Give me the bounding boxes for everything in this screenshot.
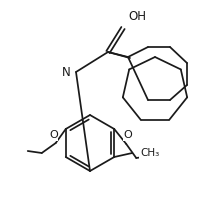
Text: O: O xyxy=(49,130,58,140)
Text: CH₃: CH₃ xyxy=(140,148,159,158)
Text: O: O xyxy=(123,131,132,141)
Text: OH: OH xyxy=(128,10,146,23)
Text: N: N xyxy=(62,65,71,79)
